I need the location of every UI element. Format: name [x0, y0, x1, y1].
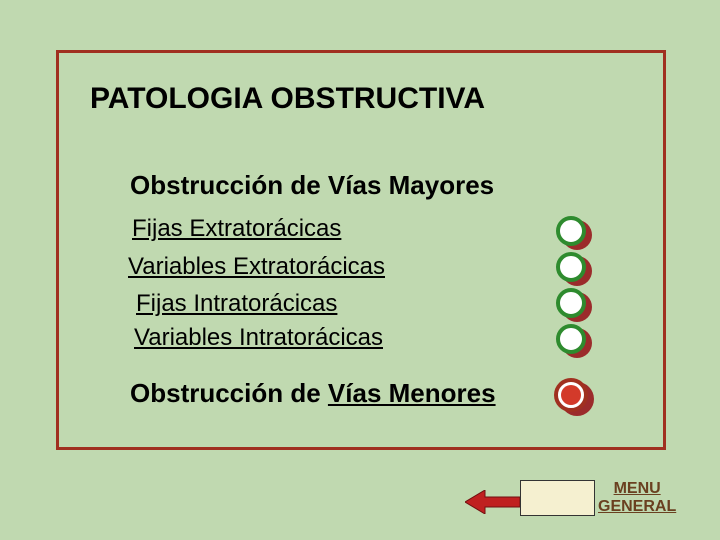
section-heading-menores[interactable]: Obstrucción de Vías Menores	[130, 378, 496, 409]
item-variables-extra[interactable]: Variables Extratorácicas	[128, 253, 385, 281]
section-heading-mayores: Obstrucción de Vías Mayores	[130, 170, 494, 201]
slide: PATOLOGIA OBSTRUCTIVA Obstrucción de Vía…	[0, 0, 720, 540]
menu-box	[520, 480, 595, 516]
bullet-circle[interactable]	[556, 288, 586, 318]
item-fijas-intra[interactable]: Fijas Intratorácicas	[136, 290, 337, 318]
bullet-circle[interactable]	[556, 252, 586, 282]
menu-line1: MENU	[614, 480, 661, 497]
item-fijas-extra[interactable]: Fijas Extratorácicas	[132, 215, 341, 243]
bullet-circle[interactable]	[556, 216, 586, 246]
slide-title: PATOLOGIA OBSTRUCTIVA	[90, 82, 485, 116]
item-variables-intra[interactable]: Variables Intratorácicas	[134, 324, 383, 352]
section-menores-link: Vías Menores	[328, 378, 496, 408]
menu-general-link[interactable]: MENU GENERAL	[598, 480, 676, 517]
menu-line2: GENERAL	[598, 498, 676, 515]
back-arrow-icon[interactable]	[465, 490, 520, 514]
bullet-circle-menores[interactable]	[554, 378, 588, 412]
section-menores-prefix: Obstrucción de	[130, 378, 328, 408]
bullet-circle[interactable]	[556, 324, 586, 354]
